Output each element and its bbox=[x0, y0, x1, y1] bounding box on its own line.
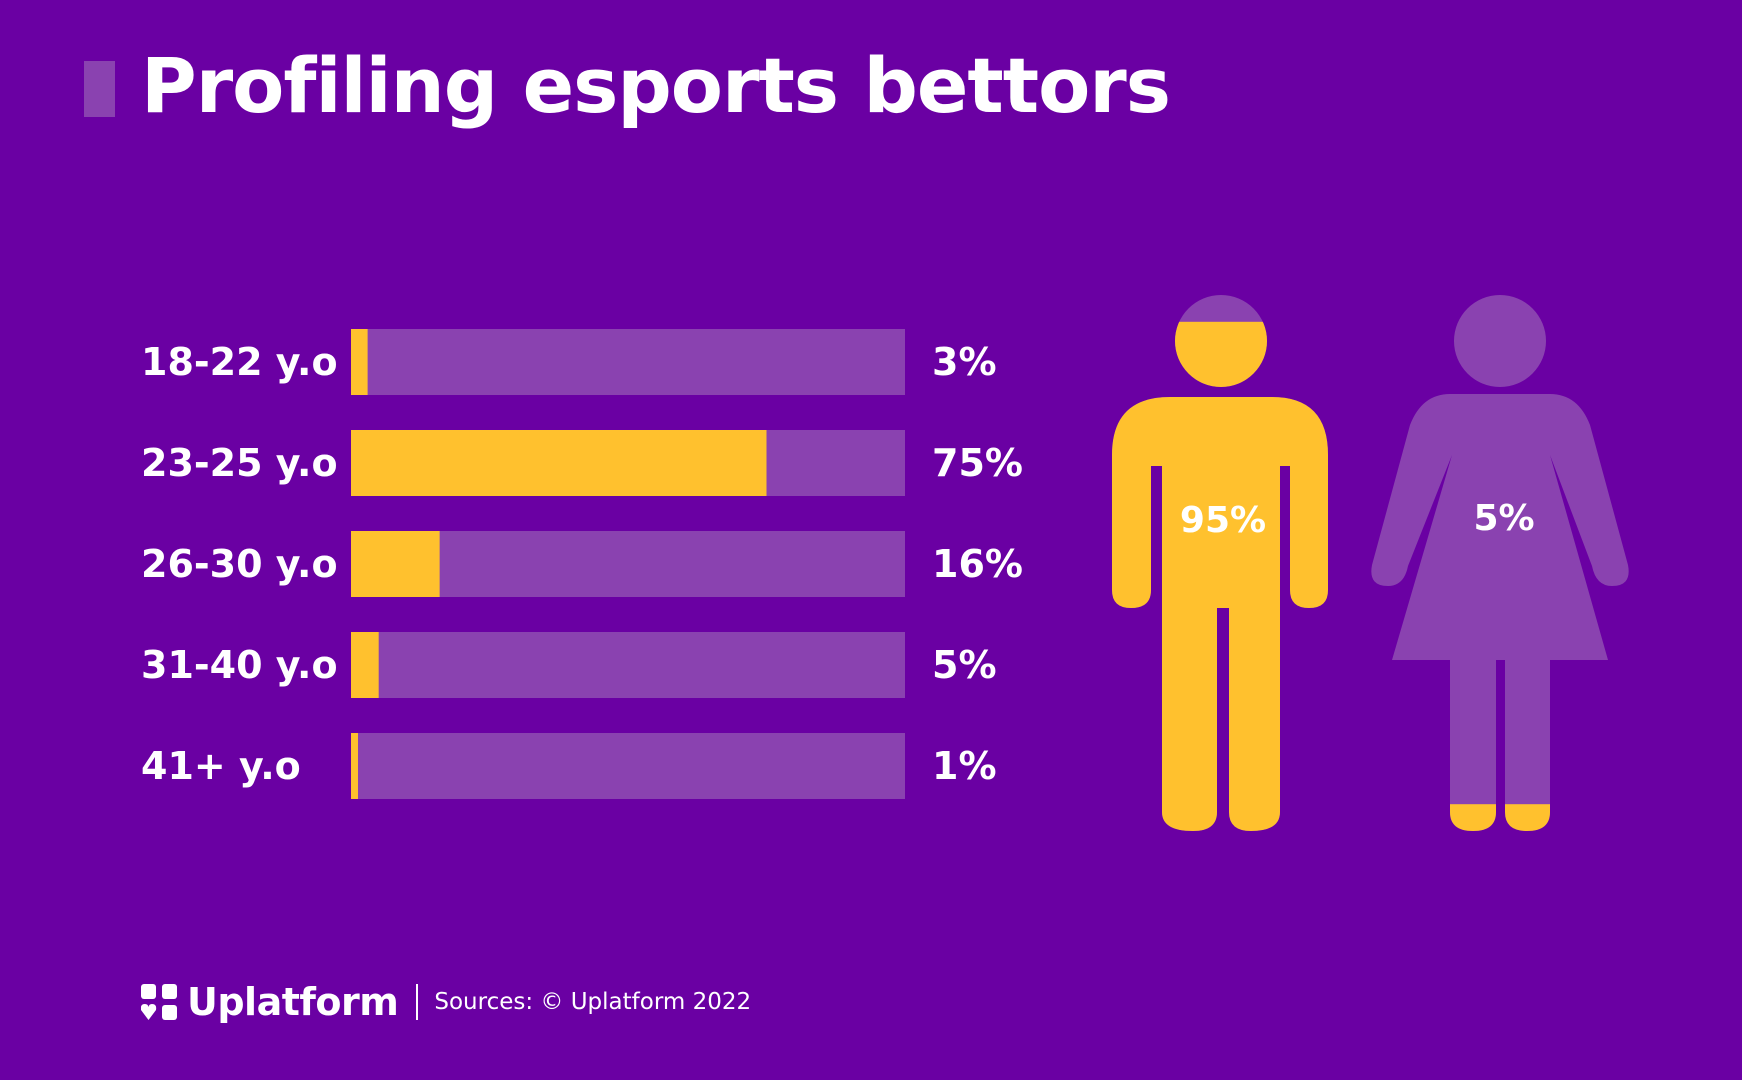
age-label: 26-30 y.o bbox=[141, 542, 338, 586]
age-label: 41+ y.o bbox=[141, 744, 301, 788]
age-label: 23-25 y.o bbox=[141, 441, 338, 485]
male-figure-fill bbox=[1112, 321, 1328, 831]
bar-track bbox=[351, 733, 905, 799]
uplatform-logo-icon bbox=[141, 984, 177, 1020]
title-block: Profiling esports bettors bbox=[84, 41, 1171, 130]
bar-track bbox=[351, 531, 905, 597]
age-label: 31-40 y.o bbox=[141, 643, 338, 687]
title-accent-bar bbox=[84, 61, 115, 117]
female-figure-fill bbox=[1371, 804, 1629, 831]
gender-pictogram: 95% 5% bbox=[1112, 295, 1629, 831]
bar-value-label: 1% bbox=[932, 744, 997, 788]
bar-fill bbox=[351, 733, 358, 799]
bar-value-label: 75% bbox=[932, 441, 1023, 485]
bar-fill bbox=[351, 430, 767, 496]
male-value-label: 95% bbox=[1180, 500, 1266, 541]
bar-fill bbox=[351, 632, 379, 698]
bar-fill bbox=[351, 329, 368, 395]
brand-name: Uplatform bbox=[187, 980, 399, 1024]
bar-value-label: 3% bbox=[932, 340, 997, 384]
page-title: Profiling esports bettors bbox=[141, 41, 1171, 130]
source-note: Sources: © Uplatform 2022 bbox=[434, 989, 752, 1015]
bar-value-label: 5% bbox=[932, 643, 997, 687]
footer: Uplatform Sources: © Uplatform 2022 bbox=[141, 980, 752, 1024]
bar-track bbox=[351, 632, 905, 698]
age-label: 18-22 y.o bbox=[141, 340, 338, 384]
footer-divider bbox=[416, 984, 419, 1020]
bar-value-label: 16% bbox=[932, 542, 1023, 586]
female-figure-base bbox=[1371, 295, 1629, 831]
age-bar-chart: 18-22 y.o 3% 23-25 y.o 75% 26-30 y.o 16% 31-40… bbox=[141, 329, 1023, 799]
female-value-label: 5% bbox=[1473, 498, 1534, 539]
bar-track bbox=[351, 329, 905, 395]
bar-fill bbox=[351, 531, 440, 597]
